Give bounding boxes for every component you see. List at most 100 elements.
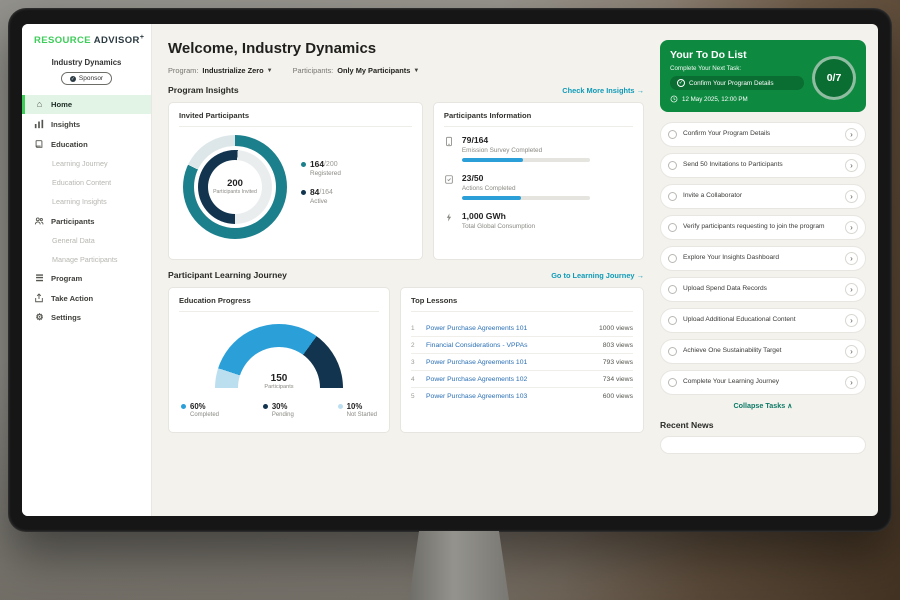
task-label: Confirm Your Program Details [683, 130, 771, 138]
chevron-right-icon[interactable]: › [845, 376, 858, 389]
sidebar-item-insights[interactable]: Insights [22, 114, 151, 134]
participants-filter-dropdown[interactable]: Only My Participants ▼ [337, 66, 419, 75]
task-item[interactable]: Upload Spend Data Records › [660, 277, 866, 302]
task-checkbox[interactable] [668, 130, 677, 139]
active-dot-icon [301, 189, 306, 195]
stat-value: 23/50 [461, 173, 484, 183]
home-icon: ⌂ [36, 99, 43, 110]
task-checkbox[interactable] [668, 285, 677, 294]
lesson-link[interactable]: Power Purchase Agreements 101 [426, 358, 528, 366]
dashboard-screen: RESOURCE ADVISOR+ Industry Dynamics ✓ Sp… [22, 24, 878, 516]
sidebar-item-general-data[interactable]: General Data [22, 231, 151, 250]
app-logo: RESOURCE ADVISOR+ [22, 34, 151, 54]
legend-label: Active [310, 198, 328, 205]
sidebar-item-label: Education [51, 139, 88, 149]
chevron-right-icon[interactable]: › [845, 190, 858, 203]
sidebar-item-settings[interactable]: ⚙ Settings [22, 308, 151, 327]
lesson-rank: 2 [411, 341, 415, 349]
program-filter: Program: Industrialize Zero ▼ [168, 66, 273, 75]
program-filter-label: Program: [168, 66, 199, 75]
sidebar-item-home[interactable]: ⌂ Home [22, 95, 151, 115]
sidebar-item-learning-insights[interactable]: Learning Insights [22, 192, 151, 211]
todo-progress-value: 0/7 [826, 72, 842, 84]
lesson-link[interactable]: Power Purchase Agreements 101 [426, 324, 528, 332]
chevron-right-icon[interactable]: › [845, 252, 858, 265]
task-label: Complete Your Learning Journey [683, 378, 780, 386]
task-checkbox[interactable] [668, 347, 677, 356]
todo-panel: Your To Do List Complete Your Next Task:… [656, 24, 878, 516]
page-title: Welcome, Industry Dynamics [168, 40, 377, 57]
chevron-right-icon[interactable]: › [845, 221, 858, 234]
gear-icon: ⚙ [35, 312, 44, 323]
task-checkbox[interactable] [668, 316, 677, 325]
lesson-views: 793 views [602, 358, 633, 366]
education-legend: 60% Completed 30% Pending 10% Not Starte… [179, 402, 379, 418]
legend-item-active: 84/164 Active [301, 187, 341, 205]
sponsor-badge[interactable]: ✓ Sponsor [60, 72, 113, 86]
sidebar-item-learning-journey[interactable]: Learning Journey [22, 154, 151, 173]
invited-donut-ring-inner: 200 Participants Invited [198, 150, 272, 224]
chevron-right-icon[interactable]: › [845, 283, 858, 296]
sidebar-item-program[interactable]: ☰ Program [22, 269, 151, 288]
card-title: Invited Participants [179, 111, 412, 127]
task-checkbox[interactable] [668, 254, 677, 263]
arrow-right-icon: → [636, 270, 644, 280]
chevron-right-icon[interactable]: › [845, 159, 858, 172]
todo-due: 12 May 2025, 12:00 PM [670, 95, 856, 103]
collapse-tasks-link[interactable]: Collapse Tasks ∧ [733, 401, 793, 410]
task-item[interactable]: Confirm Your Program Details › [660, 122, 866, 147]
todo-due-text: 12 May 2025, 12:00 PM [682, 95, 748, 103]
legend-item-not-started: 10% Not Started [337, 402, 377, 418]
task-checkbox[interactable] [668, 378, 677, 387]
task-checkbox[interactable] [668, 161, 677, 170]
sponsor-badge-label: Sponsor [78, 75, 104, 83]
task-item[interactable]: Complete Your Learning Journey › [660, 370, 866, 395]
legend-value: 10% [346, 402, 363, 411]
lesson-link[interactable]: Financial Considerations - VPPAs [426, 341, 528, 349]
sidebar-item-take-action[interactable]: Take Action [22, 288, 151, 308]
task-item[interactable]: Achieve One Sustainability Target › [660, 339, 866, 364]
sidebar-item-manage-participants[interactable]: Manage Participants [22, 250, 151, 269]
program-filter-dropdown[interactable]: Industrialize Zero ▼ [202, 66, 272, 75]
go-to-learning-journey-link[interactable]: Go to Learning Journey → [551, 271, 644, 280]
task-item[interactable]: Invite a Collaborator › [660, 184, 866, 209]
card-title: Participants Information [443, 111, 633, 127]
participants-information-card: Participants Information 79/164 Emission… [432, 102, 644, 260]
consumption-icon [444, 211, 455, 234]
lesson-rank: 4 [411, 375, 415, 383]
legend-label: Not Started [346, 412, 377, 418]
logo-plus: + [139, 34, 145, 41]
insights-icon [34, 119, 45, 129]
lesson-link[interactable]: Power Purchase Agreements 102 [426, 375, 528, 383]
gauge-center-label: Participants [264, 384, 294, 390]
task-item[interactable]: Send 50 Invitations to Participants › [660, 153, 866, 178]
task-checkbox[interactable] [668, 192, 677, 201]
sidebar-item-education[interactable]: Education [22, 134, 151, 154]
lesson-row: 2 Financial Considerations - VPPAs 803 v… [411, 337, 633, 354]
lesson-rank: 3 [411, 358, 415, 366]
lesson-rank: 5 [411, 392, 415, 400]
sidebar-item-label: Settings [51, 313, 81, 323]
sidebar-item-education-content[interactable]: Education Content [22, 173, 151, 192]
task-item[interactable]: Verify participants requesting to join t… [660, 215, 866, 240]
participants-filter-label: Participants: [292, 66, 334, 75]
check-more-insights-link[interactable]: Check More Insights → [562, 86, 644, 95]
task-checkbox[interactable] [668, 223, 677, 232]
check-icon: ✓ [677, 79, 685, 87]
actions-progress-bar [461, 196, 590, 200]
lesson-row: 1 Power Purchase Agreements 101 1000 vie… [411, 320, 633, 337]
org-name: Industry Dynamics [51, 58, 122, 68]
task-item[interactable]: Explore Your Insights Dashboard › [660, 246, 866, 271]
sidebar-item-participants[interactable]: Participants [22, 211, 151, 231]
stat-label: Emission Survey Completed [461, 147, 543, 154]
chevron-right-icon[interactable]: › [845, 345, 858, 358]
stat-global-consumption: 1,000 GWh Total Global Consumption [444, 211, 633, 234]
lesson-link[interactable]: Power Purchase Agreements 103 [426, 392, 528, 400]
next-task-pill[interactable]: ✓ Confirm Your Program Details [670, 76, 804, 90]
chevron-right-icon[interactable]: › [845, 128, 858, 141]
news-item[interactable] [660, 436, 866, 454]
chevron-right-icon[interactable]: › [845, 314, 858, 327]
sidebar-item-label: Education Content [52, 178, 112, 188]
monitor-stand [409, 531, 509, 600]
task-item[interactable]: Upload Additional Educational Content › [660, 308, 866, 333]
